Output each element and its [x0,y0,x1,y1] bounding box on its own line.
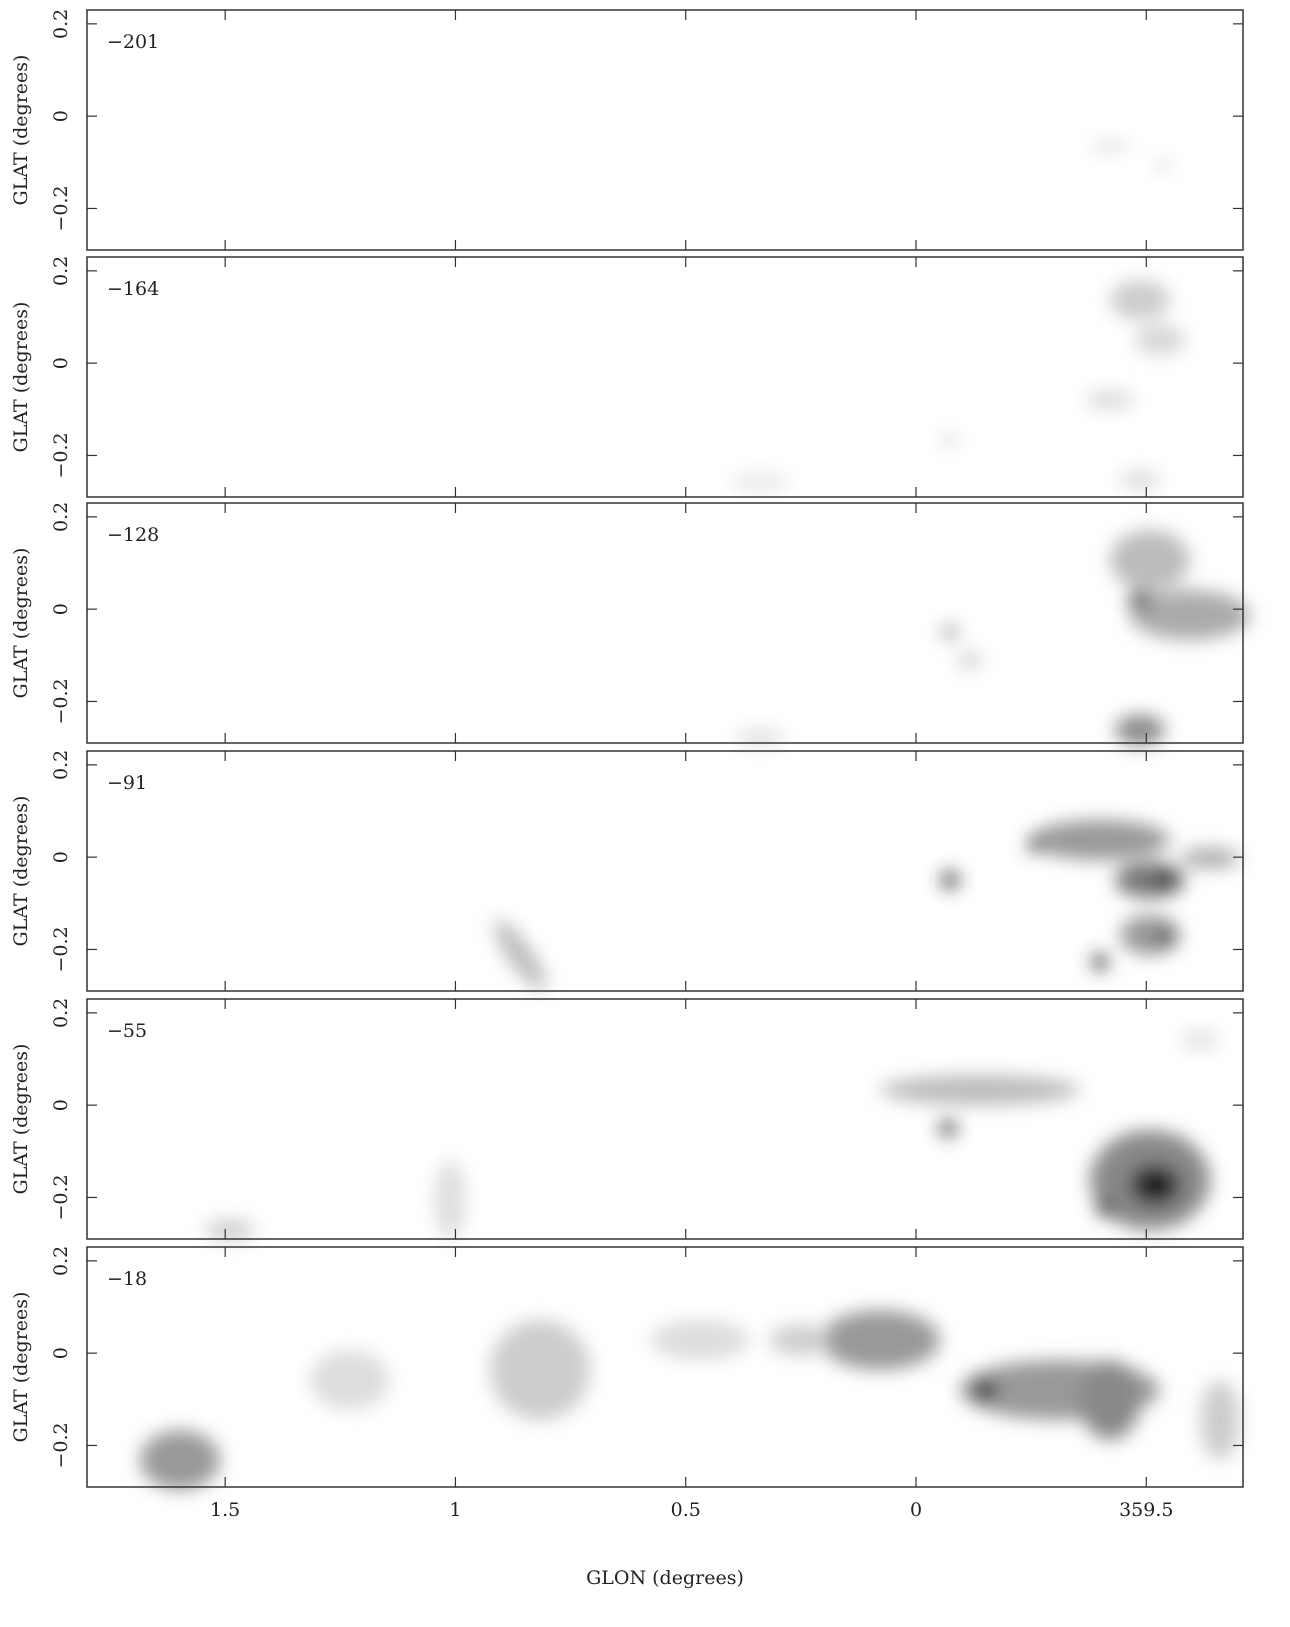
panel: 1.5 1 0.5 0 359.5 0.2 0 −0.2 −18 GLAT (degrees) GL… [10,1246,1244,1589]
plot-frame [86,750,1244,992]
y-tick-label: 0 [50,1347,72,1359]
emission [493,820,1240,991]
emission [1090,141,1169,170]
panel-label: −18 [107,1268,147,1290]
y-tick-label: 0.2 [50,256,72,286]
x-tick-label: 1 [449,1499,461,1521]
y-tick-label: 0 [50,1099,72,1111]
y-axis-label: GLAT (degrees) [10,1044,32,1195]
y-tick-label: 0 [50,357,72,369]
y-axis-label: GLAT (degrees) [10,796,32,947]
panel-label: −55 [107,1020,147,1042]
panel-label: −201 [107,31,159,53]
plot-frame [86,502,1244,744]
plot-frame [86,1246,1244,1488]
emission [205,1032,1220,1240]
panel: 0.2 0 −0.2 −91 GLAT (degrees) [10,750,1244,992]
y-tick-label: −0.2 [50,926,72,972]
x-tick-label: 1.5 [210,1499,240,1521]
panel: 0.2 0 −0.2 −128 GLAT (degrees) [10,502,1250,746]
panel: 0.2 0 −0.2 −55 GLAT (degrees) [10,998,1244,1240]
x-axis-label: GLON (degrees) [586,1567,744,1589]
x-tick-label: 359.5 [1119,1499,1173,1521]
y-tick-label: −0.2 [50,678,72,724]
y-tick-label: 0.2 [50,750,72,780]
x-tick-label: 0 [910,1499,922,1521]
y-tick-label: 0.2 [50,1246,72,1276]
x-tick-label: 0.5 [671,1499,701,1521]
y-tick-label: −0.2 [50,432,72,478]
panel-label: −91 [107,772,147,794]
emission [140,1310,1240,1490]
y-axis-label: GLAT (degrees) [10,302,32,453]
plot-frame [86,9,1244,251]
y-tick-label: 0 [50,110,72,122]
panel-label: −128 [107,524,159,546]
y-tick-label: 0.2 [50,502,72,532]
y-axis-label: GLAT (degrees) [10,55,32,206]
plot-frame [86,256,1244,498]
y-tick-label: −0.2 [50,185,72,231]
y-axis-label: GLAT (degrees) [10,548,32,699]
y-tick-label: 0 [50,603,72,615]
panel-label: −164 [107,278,159,300]
plot-frame [86,998,1244,1240]
emission [730,280,1185,490]
y-axis-label: GLAT (degrees) [10,1292,32,1443]
y-tick-label: −0.2 [50,1422,72,1468]
y-tick-label: 0.2 [50,998,72,1028]
y-tick-label: 0.2 [50,9,72,39]
y-tick-label: 0 [50,851,72,863]
y-tick-label: −0.2 [50,1174,72,1220]
panel: 0.2 0 −0.2 −201 GLAT (degrees) [10,9,1244,251]
emission [735,530,1250,746]
panel: 0.2 0 −0.2 −164 GLAT (degrees) [10,256,1244,498]
